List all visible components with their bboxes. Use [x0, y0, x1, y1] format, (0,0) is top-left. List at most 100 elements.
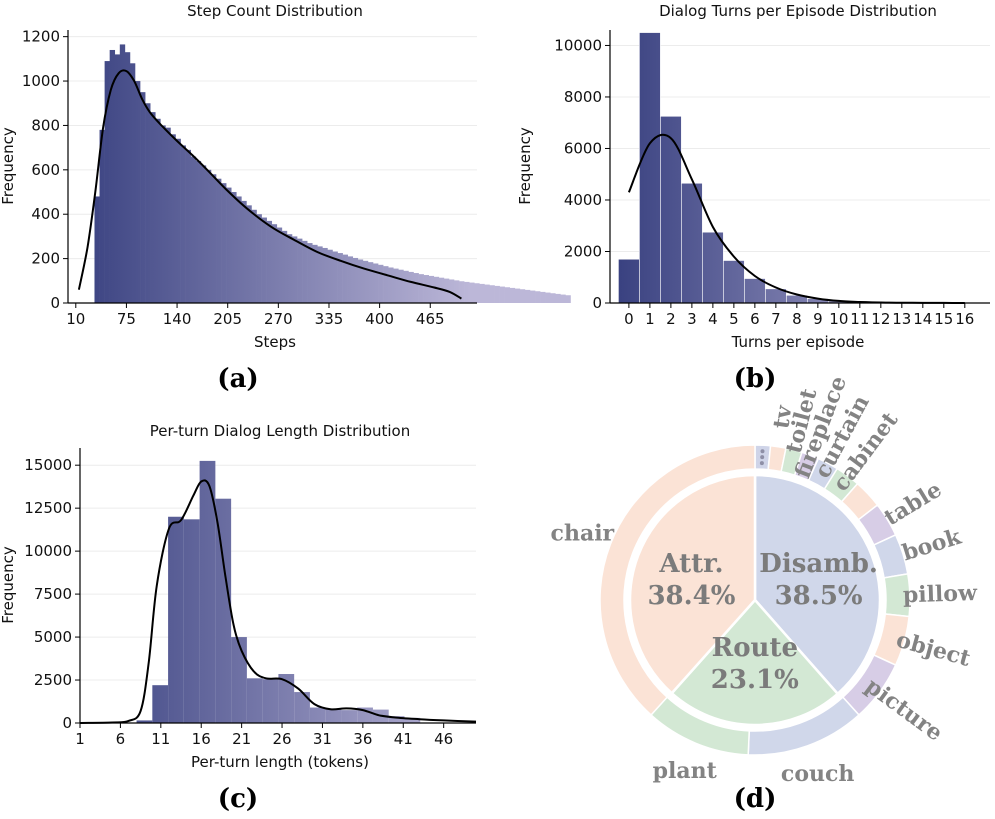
- chart-c-bar: [263, 679, 279, 723]
- chart-d: tvtoiletfireplacecurtaincabinettablebook…: [551, 373, 979, 814]
- sunburst-center-pct: 38.4%: [647, 581, 735, 611]
- chart-b-bar: [660, 116, 681, 303]
- chart-c-xtick-label: 36: [353, 730, 372, 748]
- chart-a-xlabel: Steps: [254, 333, 296, 351]
- chart-b-xtick-label: 12: [871, 310, 890, 328]
- chart-a-bar: [429, 276, 434, 303]
- chart-a-xtick-label: 140: [163, 310, 192, 328]
- chart-c-xtick-label: 21: [232, 730, 251, 748]
- chart-a-xtick-label: 335: [315, 310, 344, 328]
- chart-b-xtick-label: 13: [892, 310, 911, 328]
- chart-c-bar: [247, 678, 263, 723]
- chart-b-xtick-label: 11: [850, 310, 869, 328]
- sunburst-label-picture: picture: [860, 673, 947, 747]
- chart-a-bar: [216, 179, 221, 303]
- chart-c-bar: [326, 709, 342, 723]
- chart-a-xtick-label: 75: [117, 310, 136, 328]
- chart-a-bar: [520, 289, 525, 303]
- chart-a-bar: [510, 288, 515, 303]
- chart-b-xtick-label: 8: [792, 310, 802, 328]
- chart-c-xtick-label: 41: [394, 730, 413, 748]
- sunburst-center-pct: 38.5%: [775, 581, 863, 611]
- chart-a-bar: [226, 188, 231, 303]
- chart-a-bar: [165, 128, 170, 303]
- chart-a-xtick-label: 270: [264, 310, 293, 328]
- chart-b-xtick-label: 15: [934, 310, 953, 328]
- chart-a-ytick-label: 0: [50, 294, 60, 312]
- chart-a-bar: [307, 243, 312, 303]
- chart-b-xtick-label: 6: [750, 310, 760, 328]
- chart-c-bar: [184, 519, 200, 723]
- chart-b-ytick-label: 0: [592, 294, 602, 312]
- chart-c-ytick-label: 10000: [24, 542, 72, 560]
- chart-a-bar: [302, 241, 307, 303]
- chart-c-xtick-label: 26: [272, 730, 291, 748]
- chart-c-bar: [215, 499, 231, 723]
- chart-a-bar: [257, 214, 262, 303]
- chart-a-bar: [459, 281, 464, 303]
- chart-a-bar: [515, 289, 520, 303]
- chart-b-bar: [618, 259, 639, 303]
- chart-b-xtick-label: 3: [687, 310, 697, 328]
- panel-label-b: (b): [734, 364, 777, 394]
- chart-b-xlabel: Turns per episode: [731, 333, 865, 351]
- sunburst-label-pillow: pillow: [902, 580, 978, 608]
- chart-a-bar: [555, 294, 560, 303]
- chart-a-bar: [282, 231, 287, 303]
- chart-a-bar: [565, 295, 570, 303]
- chart-a-ytick-label: 200: [31, 250, 60, 268]
- sunburst-label-plant: plant: [653, 758, 718, 784]
- chart-b-xtick-label: 9: [813, 310, 823, 328]
- chart-b-bar: [702, 232, 723, 303]
- chart-c-ylabel: Frequency: [0, 546, 17, 624]
- chart-a-bar: [287, 234, 292, 303]
- chart-c-bar: [152, 685, 168, 723]
- chart-a-bar: [393, 269, 398, 303]
- chart-a-bar: [545, 293, 550, 303]
- chart-a-bar: [277, 228, 282, 303]
- chart-c-xtick-label: 11: [151, 730, 170, 748]
- chart-b-bar: [744, 279, 765, 303]
- chart-a-bar: [94, 196, 99, 303]
- chart-a-bar: [479, 284, 484, 303]
- chart-a-bar: [231, 192, 236, 303]
- chart-a-bar: [312, 245, 317, 303]
- chart-a-title: Step Count Distribution: [187, 2, 363, 20]
- chart-a-bar: [160, 125, 165, 303]
- chart-a-bar: [221, 183, 226, 303]
- chart-a-bar: [145, 103, 150, 303]
- chart-c-bar: [341, 710, 357, 723]
- chart-a-ytick-label: 400: [31, 205, 60, 223]
- chart-b-ytick-label: 8000: [564, 88, 602, 106]
- chart-b-xtick-label: 14: [913, 310, 932, 328]
- chart-a-ytick-label: 800: [31, 116, 60, 134]
- chart-a-xtick-label: 10: [66, 310, 85, 328]
- chart-a-bar: [130, 63, 135, 303]
- chart-c-xtick-label: 16: [192, 730, 211, 748]
- chart-a-xtick-label: 400: [365, 310, 394, 328]
- chart-a-bar: [272, 224, 277, 303]
- sunburst-label-chair: chair: [551, 521, 615, 547]
- chart-b-xtick-label: 10: [829, 310, 848, 328]
- chart-a-bar: [489, 285, 494, 303]
- chart-a-bar: [484, 285, 489, 303]
- chart-a-ytick-label: 600: [31, 161, 60, 179]
- chart-a-bar: [115, 54, 120, 303]
- chart-a-bar: [540, 292, 545, 303]
- chart-a-bar: [560, 295, 565, 303]
- chart-b-ytick-label: 2000: [564, 242, 602, 260]
- chart-a-bar: [196, 161, 201, 303]
- chart-a-bar: [186, 150, 191, 303]
- chart-a-bar: [408, 272, 413, 303]
- sunburst-center-pct: 23.1%: [711, 665, 799, 695]
- chart-a-bar: [550, 293, 555, 303]
- chart-a-bar: [211, 174, 216, 303]
- chart-a-bar: [388, 267, 393, 303]
- chart-a-bar: [419, 274, 424, 303]
- chart-a-bar: [150, 112, 155, 303]
- chart-a-bar: [191, 157, 196, 303]
- chart-a-bar: [176, 139, 181, 303]
